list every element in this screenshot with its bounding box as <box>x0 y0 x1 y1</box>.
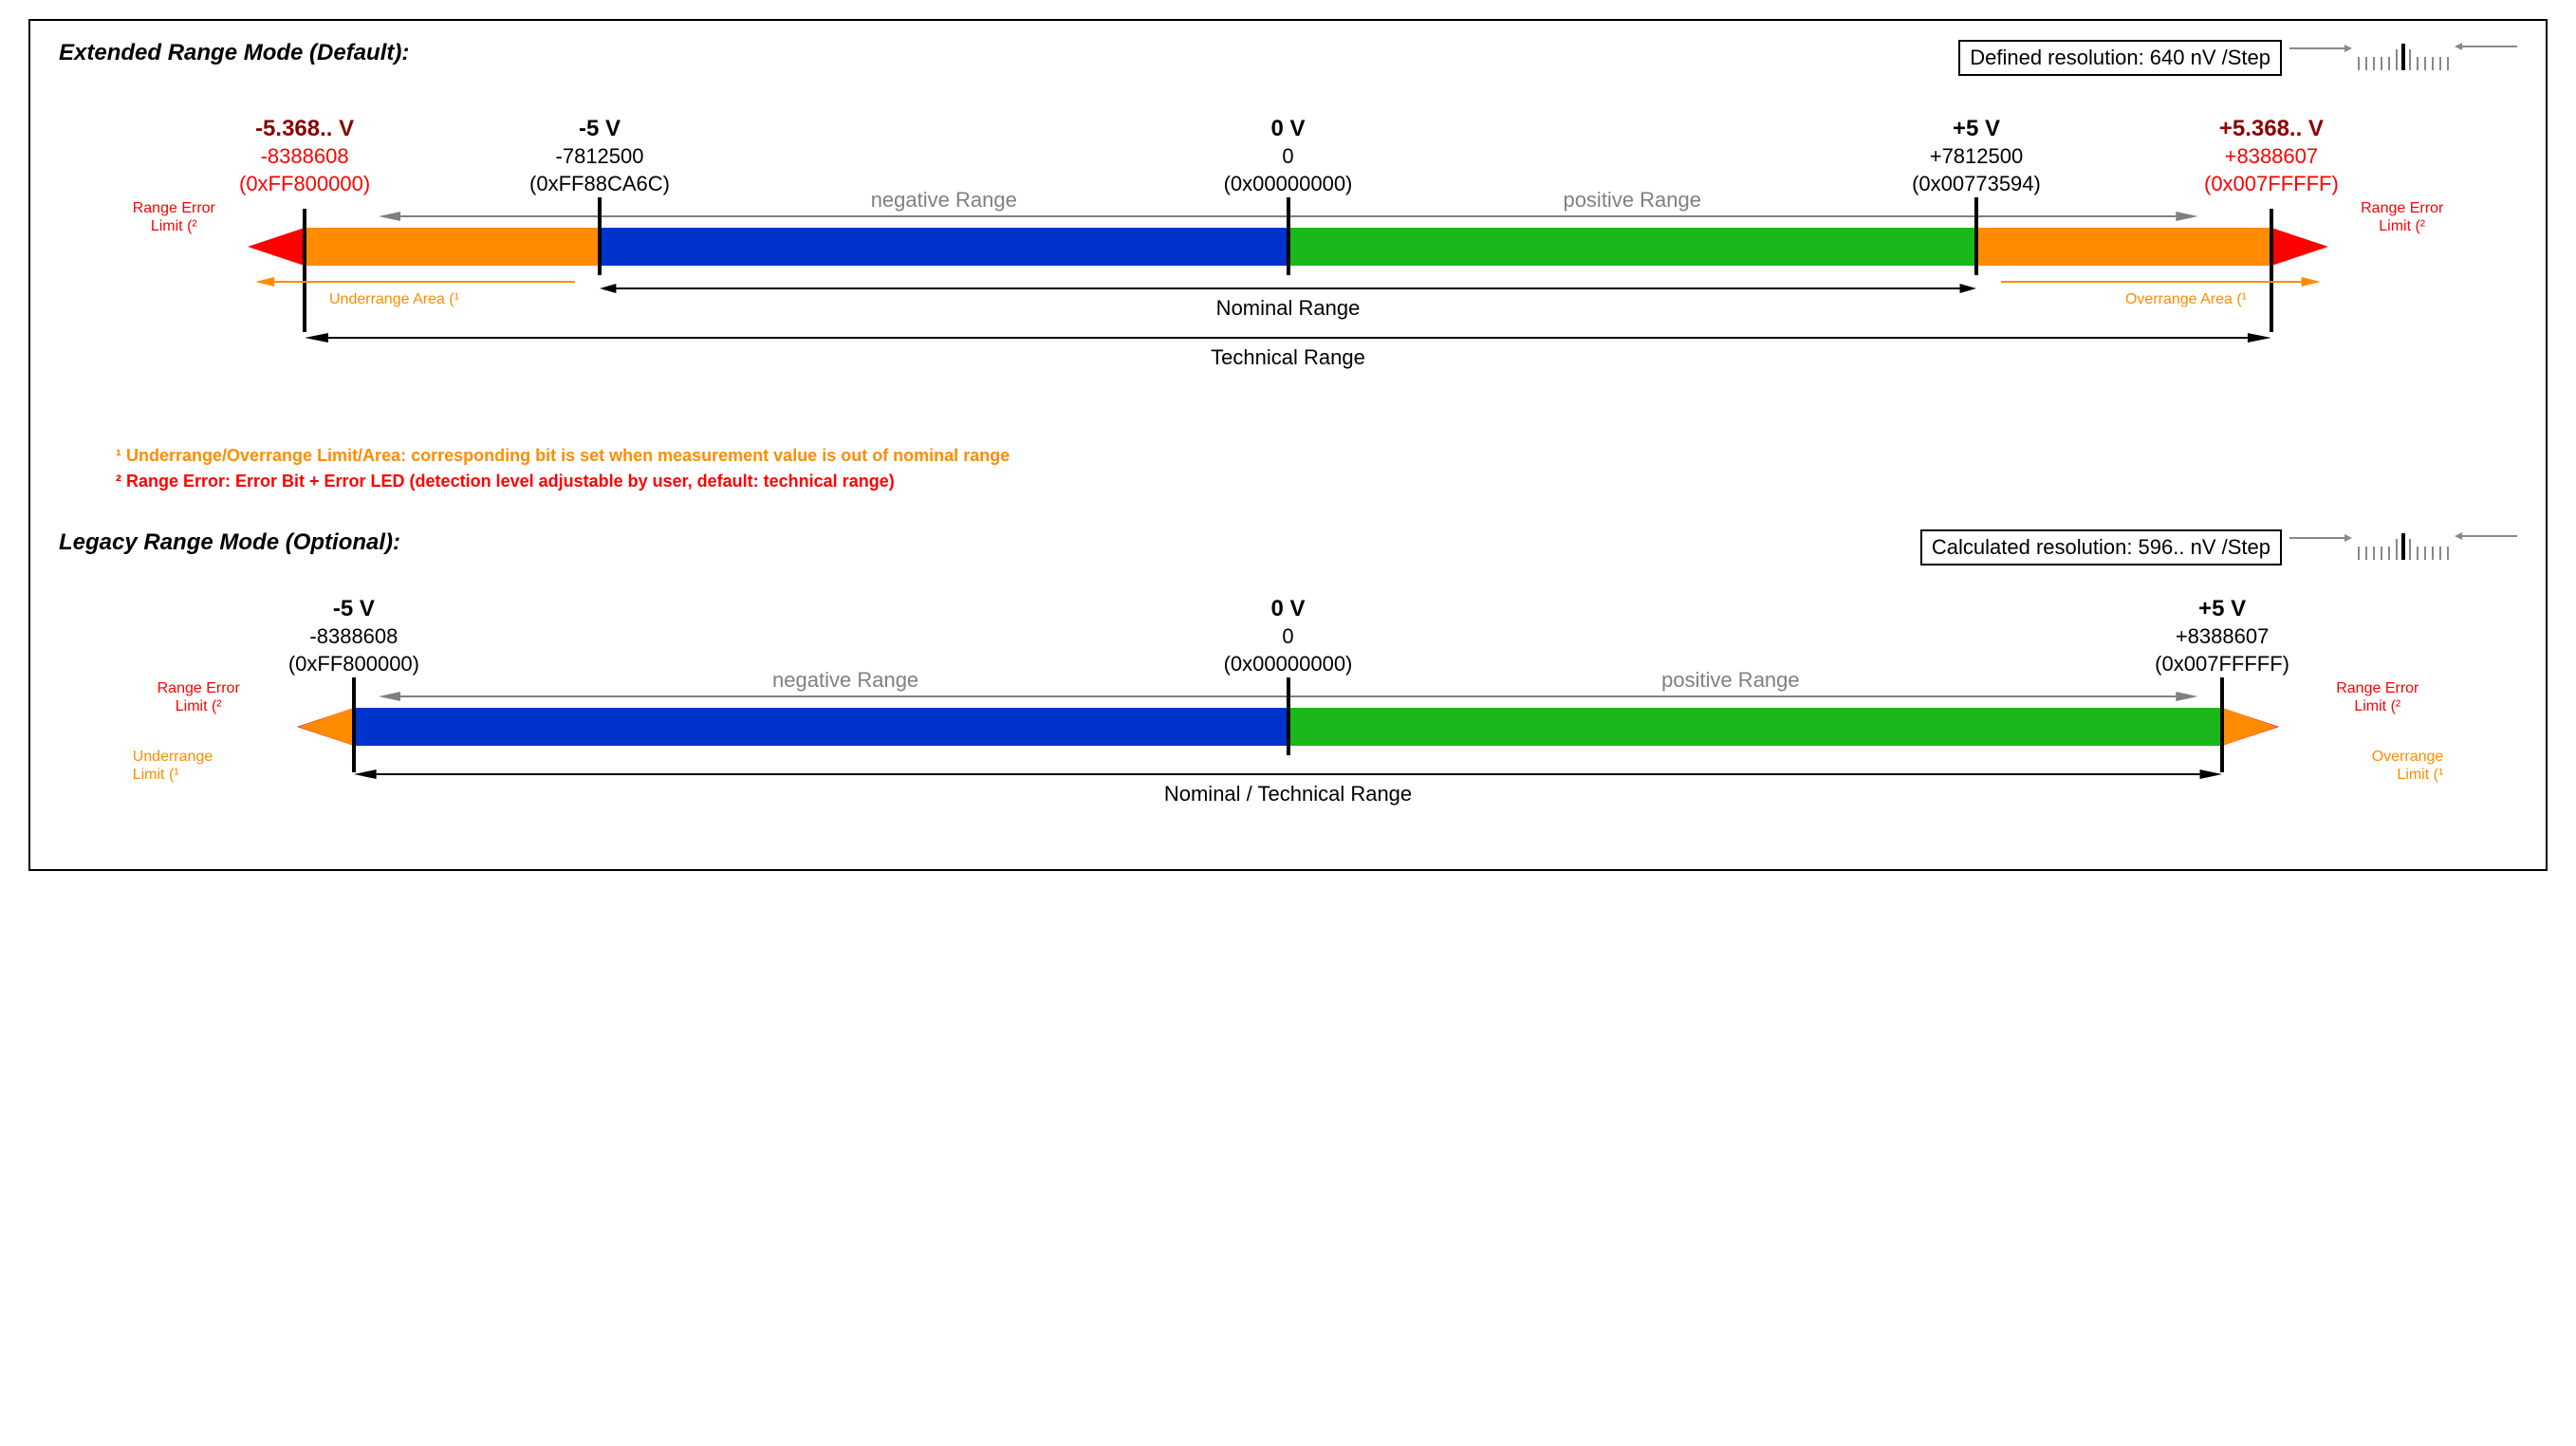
leg-neg-label: negative Range <box>772 668 918 693</box>
extended-resolution-box: Defined resolution: 640 nV /Step <box>1958 40 2282 76</box>
extended-title: Extended Range Mode (Default): <box>59 40 409 66</box>
ext-lbl-nommin: -5 V -7812500 (0xFF88CA6C) <box>529 114 670 197</box>
ext-under-arrow <box>255 275 575 288</box>
legacy-resolution-box: Calculated resolution: 596.. nV /Step <box>1920 529 2282 565</box>
ext-over-arrow <box>2001 275 2321 288</box>
ruler-icon <box>2289 40 2517 72</box>
extended-header-row: Extended Range Mode (Default): Defined r… <box>59 40 2517 76</box>
ext-neg-label: negative Range <box>871 188 1017 213</box>
ext-seg-over <box>1976 228 2271 266</box>
ext-nom-label: Nominal Range <box>1216 296 1361 321</box>
leg-rangeerr-right: Range ErrorLimit (² <box>2336 679 2418 715</box>
leg-pos-label: positive Range <box>1661 668 1800 693</box>
ext-tick-techmax <box>2270 209 2273 332</box>
leg-tick-max <box>2220 677 2224 772</box>
ext-pos-label: positive Range <box>1563 188 1701 213</box>
leg-tick-zero <box>1287 677 1290 755</box>
ext-tri-left <box>248 228 305 266</box>
leg-tick-min <box>352 677 356 772</box>
ext-lbl-techmax: +5.368.. V +8388607 (0x007FFFFF) <box>2204 114 2339 197</box>
legacy-resolution-wrap: Calculated resolution: 596.. nV /Step <box>1920 529 2517 565</box>
ext-tick-zero <box>1287 197 1290 275</box>
extended-diagram: -5.368.. V -8388608 (0xFF800000) -5 V -7… <box>59 114 2517 417</box>
ext-tick-techmin <box>303 209 306 332</box>
ext-seg-neg <box>600 228 1288 266</box>
ext-seg-pos <box>1288 228 1976 266</box>
ext-rangeerr-right: Range ErrorLimit (² <box>2361 199 2443 235</box>
ext-nom-arrow <box>600 281 1976 296</box>
ext-tech-arrow <box>305 330 2271 345</box>
ext-lbl-techmin: -5.368.. V -8388608 (0xFF800000) <box>239 114 370 197</box>
ext-tech-label: Technical Range <box>1211 345 1365 370</box>
footnotes: ¹ Underrange/Overrange Limit/Area: corre… <box>116 446 2517 491</box>
leg-lbl-min: -5 V -8388608 (0xFF800000) <box>288 594 419 677</box>
ext-rangeerr-left: Range ErrorLimit (² <box>133 199 215 235</box>
ext-tick-nommin <box>598 197 602 275</box>
leg-lbl-zero: 0 V 0 (0x00000000) <box>1224 594 1353 677</box>
extended-resolution-wrap: Defined resolution: 640 nV /Step <box>1958 40 2517 76</box>
footnote-1: ¹ Underrange/Overrange Limit/Area: corre… <box>116 446 2517 466</box>
legacy-diagram: -5 V -8388608 (0xFF800000) 0 V 0 (0x0000… <box>59 594 2517 841</box>
leg-nomtech-label: Nominal / Technical Range <box>1164 782 1412 806</box>
ext-tick-nommax <box>1974 197 1978 275</box>
ext-under-label: Underrange Area (¹ <box>329 290 459 308</box>
leg-under-label: UnderrangeLimit (¹ <box>133 748 213 784</box>
ruler-icon-2 <box>2289 529 2517 562</box>
leg-seg-neg <box>354 708 1288 746</box>
footnote-2: ² Range Error: Error Bit + Error LED (de… <box>116 472 2517 491</box>
ext-lbl-nommax: +5 V +7812500 (0x00773594) <box>1912 114 2041 197</box>
legacy-title: Legacy Range Mode (Optional): <box>59 529 400 556</box>
ext-over-label: Overrange Area (¹ <box>2125 290 2247 308</box>
ext-lbl-zero: 0 V 0 (0x00000000) <box>1224 114 1353 197</box>
leg-nomtech-arrow <box>354 767 2222 782</box>
legacy-header-row: Legacy Range Mode (Optional): Calculated… <box>59 529 2517 565</box>
ext-tri-right <box>2271 228 2328 266</box>
leg-lbl-max: +5 V +8388607 (0x007FFFFF) <box>2155 594 2289 677</box>
ext-seg-under <box>305 228 600 266</box>
leg-seg-pos <box>1288 708 2223 746</box>
leg-rangeerr-left: Range ErrorLimit (² <box>158 679 240 715</box>
diagram-frame: Extended Range Mode (Default): Defined r… <box>28 19 2548 871</box>
leg-over-label: OverrangeLimit (¹ <box>2372 748 2444 784</box>
